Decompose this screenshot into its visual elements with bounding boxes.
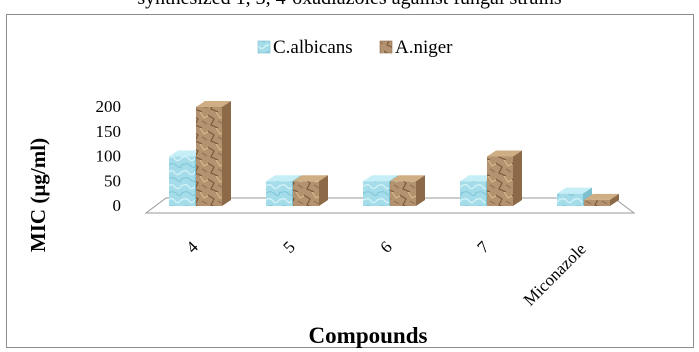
figure-caption: synthesized 1, 3, 4-oxadiazoles against … <box>0 0 699 10</box>
x-tick-label: 7 <box>473 237 493 257</box>
x-axis-label: Compounds <box>309 323 428 348</box>
legend-swatch <box>379 40 393 54</box>
x-tick-label: Miconazole <box>520 239 590 309</box>
legend-label: A.niger <box>395 37 453 58</box>
x-tick-label: 5 <box>279 237 298 256</box>
y-tick-label: 200 <box>96 97 122 116</box>
bar-aniger-1 <box>293 175 328 206</box>
bar-aniger-0 <box>196 101 231 206</box>
bar-aniger-3 <box>487 150 522 206</box>
y-tick-label: 150 <box>96 122 122 141</box>
bar-aniger-4 <box>584 193 619 206</box>
legend: C.albicans A.niger <box>257 37 453 58</box>
legend-swatch <box>257 40 271 54</box>
x-tick-label: 4 <box>182 237 202 257</box>
chart-frame <box>6 14 694 348</box>
x-tick-label: 6 <box>376 237 395 256</box>
bar-aniger-2 <box>390 175 425 206</box>
y-tick-label: 50 <box>104 171 121 190</box>
y-tick-label: 100 <box>96 147 122 166</box>
y-tick-label: 0 <box>113 196 122 215</box>
y-axis-label: MIC (µg/ml) <box>26 138 50 252</box>
legend-label: C.albicans <box>273 37 353 58</box>
